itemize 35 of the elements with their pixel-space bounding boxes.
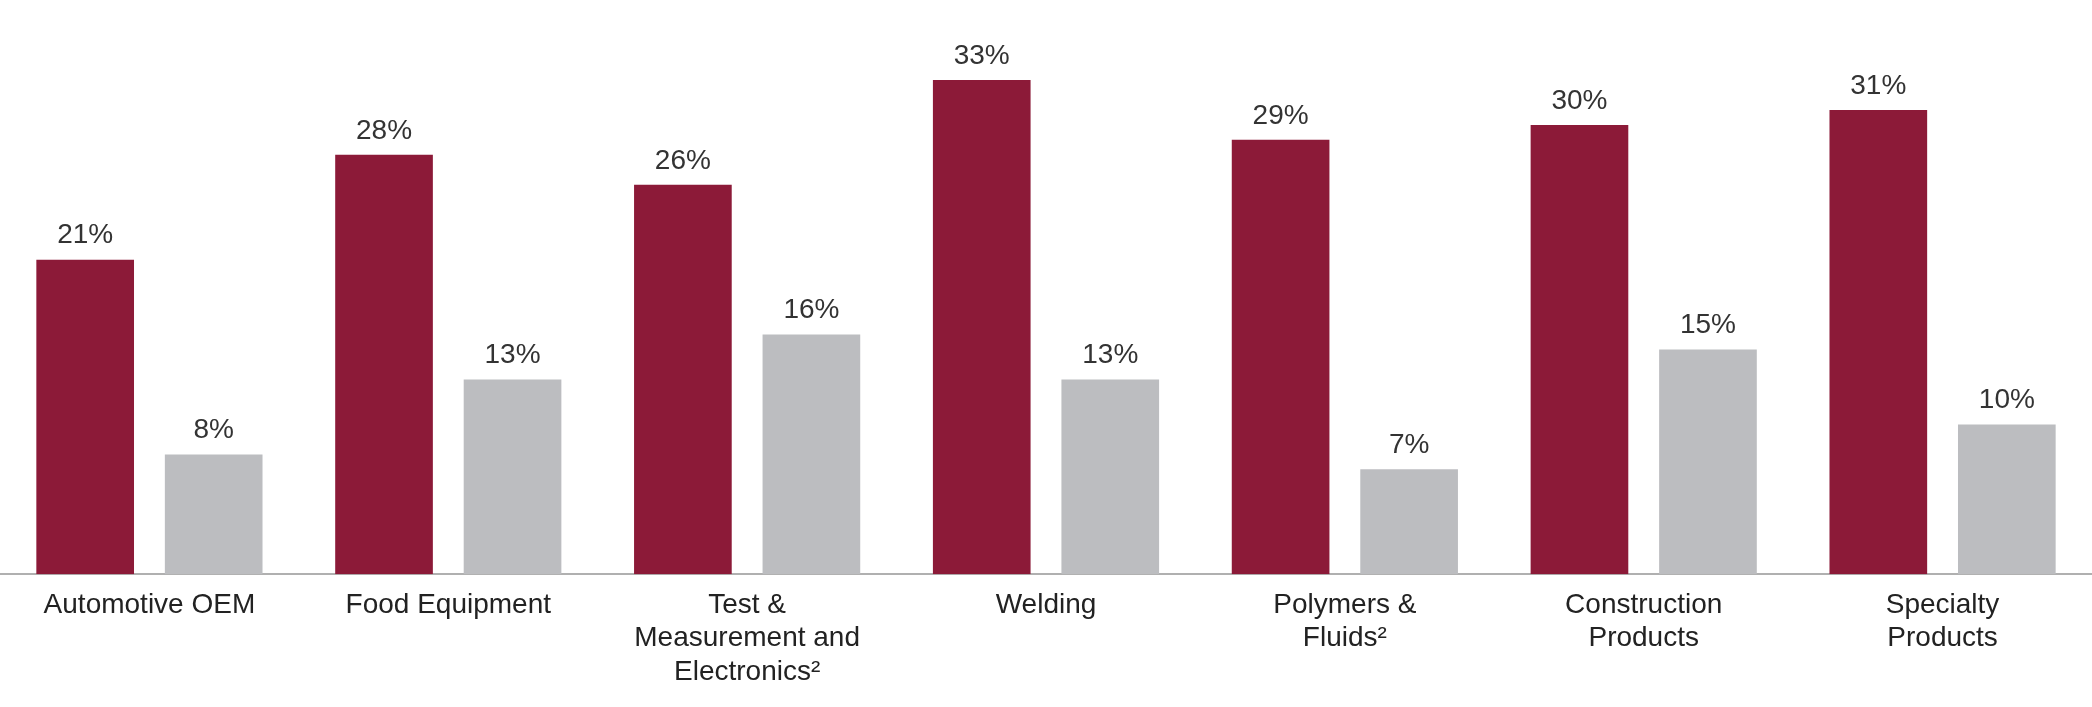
bar <box>1231 139 1330 575</box>
bar <box>164 454 263 575</box>
x-tick-label: Welding <box>995 587 1097 619</box>
bar <box>1061 379 1160 575</box>
bar <box>1957 424 2056 575</box>
x-tick-label: Specialty Products <box>1885 587 2000 653</box>
data-label: 30% <box>1551 83 1608 115</box>
bar <box>1829 109 1928 575</box>
data-label: 16% <box>783 293 840 325</box>
data-label: 33% <box>953 38 1010 70</box>
data-label: 8% <box>193 413 234 445</box>
x-tick-label: Automotive OEM <box>43 587 256 619</box>
bar <box>36 259 135 575</box>
data-label: 13% <box>1082 338 1139 370</box>
x-tick-label: Construction Products <box>1565 587 1723 653</box>
bar <box>1530 124 1629 575</box>
x-tick-label: Test & Measurement and Electronics² <box>634 587 860 686</box>
data-label: 10% <box>1978 383 2035 415</box>
bar <box>335 154 433 575</box>
data-label: 13% <box>484 338 541 370</box>
bar <box>762 334 861 575</box>
bar <box>634 184 732 575</box>
data-label: 29% <box>1252 98 1309 130</box>
bar <box>932 79 1031 575</box>
data-label: 28% <box>356 113 413 145</box>
bar <box>1360 469 1458 575</box>
data-label: 21% <box>57 218 114 250</box>
x-tick-label: Food Equipment <box>345 587 552 619</box>
x-tick-label: Polymers & Fluids² <box>1273 587 1417 653</box>
data-label: 26% <box>654 143 711 175</box>
bar <box>1659 349 1757 575</box>
data-label: 31% <box>1850 68 1907 100</box>
data-label: 7% <box>1388 428 1430 460</box>
bar <box>463 379 562 575</box>
data-label: 15% <box>1679 308 1736 340</box>
